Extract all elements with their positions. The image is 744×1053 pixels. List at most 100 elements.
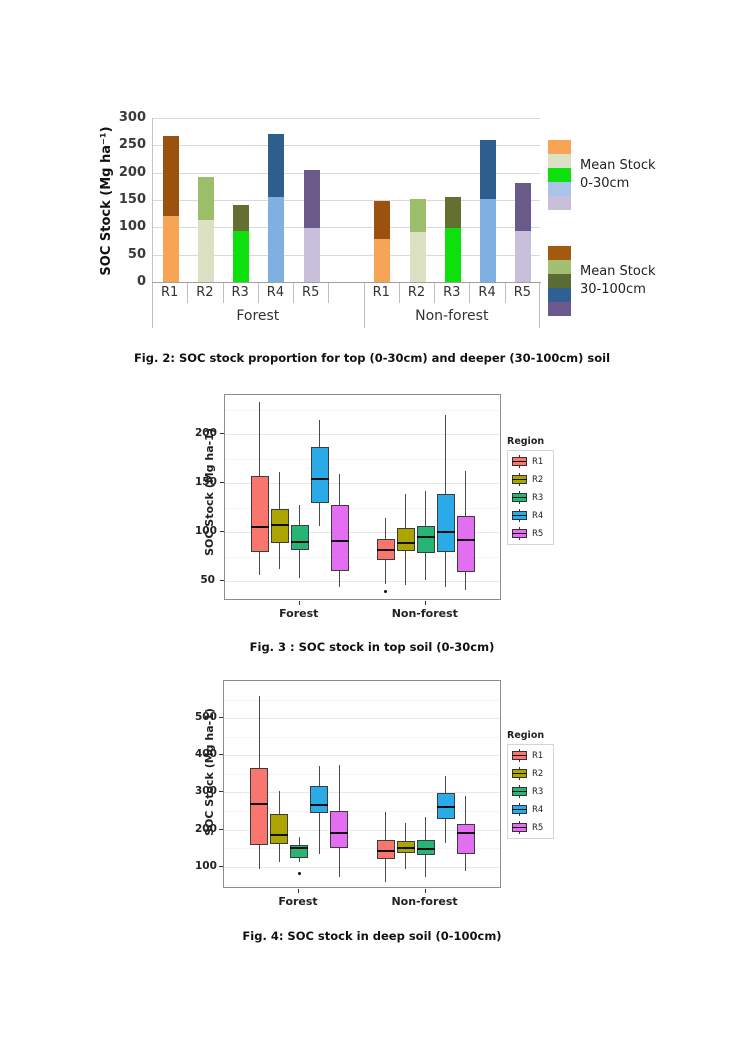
box-R1	[250, 476, 269, 552]
y-tick-mark	[219, 865, 223, 867]
y-tick-label: 500	[195, 711, 217, 724]
box-R4	[310, 446, 329, 503]
legend-entry-label: R5	[532, 822, 544, 833]
legend-label-line2: 30-100cm	[580, 282, 646, 297]
fig2-plot-area	[152, 118, 540, 282]
bar-segment-deepsoil-R4	[268, 133, 285, 198]
median-line	[290, 541, 309, 544]
x-tick-separator	[328, 283, 330, 303]
legend-swatch	[548, 274, 571, 288]
legend-entry-R3: R3	[512, 491, 543, 504]
gridline	[153, 118, 540, 119]
legend-swatch-column	[548, 140, 571, 210]
x-group-separator	[152, 283, 153, 328]
legend-entry-label: R1	[532, 750, 544, 761]
legend-swatch	[548, 302, 571, 316]
legend-boxplot-glyph	[512, 509, 527, 522]
median-line	[456, 539, 475, 542]
legend-swatch	[548, 288, 571, 302]
box-R2	[270, 813, 289, 844]
legend-label-line1: Mean Stock	[580, 264, 656, 280]
legend-glyph-median	[512, 515, 527, 516]
box-R5	[330, 504, 349, 571]
gridline-major	[225, 434, 500, 436]
median-line	[250, 526, 269, 529]
y-tick-label: 200	[118, 164, 146, 180]
legend-glyph-median	[512, 755, 527, 756]
y-tick-mark	[220, 482, 224, 484]
x-region-label: R5	[302, 285, 320, 300]
fig3-legend: Region R1 R2 R3 R4 R5	[507, 436, 555, 545]
legend-boxplot-glyph	[512, 473, 527, 486]
box-R4	[436, 494, 455, 552]
legend-entry-R5: R5	[512, 821, 543, 834]
bar-segment-deepsoil-R2	[197, 177, 214, 220]
median-line	[416, 847, 435, 850]
bar-segment-topsoil-R5	[303, 227, 320, 282]
legend-boxplot-glyph	[512, 455, 527, 468]
median-line	[250, 803, 269, 806]
median-line	[330, 540, 349, 543]
legend-mean-stock-deepsoil: Mean Stock 30-100cm	[548, 246, 656, 316]
y-tick-label: 100	[118, 219, 146, 235]
x-region-label: R1	[160, 285, 179, 300]
x-tick-separator	[257, 283, 259, 303]
gridline-major	[224, 792, 500, 794]
gridline-major	[225, 483, 500, 485]
legend-swatch	[548, 168, 571, 182]
bar-segment-topsoil-R1	[374, 239, 391, 282]
gridline-minor	[224, 736, 500, 738]
legend-entry-R1: R1	[512, 455, 543, 468]
x-tick-separator	[434, 283, 436, 303]
fig4-legend-title: Region	[507, 730, 545, 741]
y-tick-label: 200	[195, 427, 217, 440]
legend-entry-label: R2	[532, 768, 544, 779]
gridline	[153, 254, 540, 256]
y-tick-label: 300	[195, 785, 217, 798]
gridline	[153, 200, 540, 201]
x-group-label: Forest	[279, 607, 319, 620]
legend-entry-label: R3	[532, 492, 544, 503]
median-line	[330, 831, 349, 834]
x-group-separator	[539, 283, 540, 328]
gridline-minor	[224, 848, 500, 850]
bar-segment-deepsoil-R1	[162, 136, 179, 217]
gridline-major	[224, 866, 500, 868]
legend-entry-label: R1	[532, 456, 544, 467]
gridline-major	[224, 829, 500, 831]
legend-swatch	[548, 154, 571, 168]
x-tick-separator	[222, 283, 224, 303]
legend-boxplot-glyph	[512, 821, 527, 834]
x-group-label: Non-forest	[391, 895, 458, 908]
x-group-label-forest: Forest	[236, 308, 280, 324]
box-R1	[376, 839, 395, 860]
median-line	[376, 849, 395, 852]
legend-label: Mean Stock 30-100cm	[580, 263, 656, 298]
legend-entry-R2: R2	[512, 473, 543, 486]
x-tick-separator	[469, 283, 471, 303]
bar-segment-deepsoil-R2	[409, 198, 426, 232]
gridline-minor	[224, 699, 500, 701]
box-R5	[330, 811, 349, 849]
y-tick-label: 100	[195, 859, 217, 872]
fig4-legend: Region R1 R2 R3 R4 R5	[507, 730, 555, 839]
legend-swatch	[548, 246, 571, 260]
median-line	[416, 536, 435, 539]
x-region-label: R2	[196, 285, 214, 300]
y-tick-mark	[220, 580, 224, 582]
legend-glyph-median	[512, 533, 527, 534]
box-R1	[250, 767, 269, 846]
x-tick-separator	[187, 283, 189, 303]
y-tick-label: 50	[127, 246, 146, 262]
legend-entry-label: R4	[532, 510, 544, 521]
legend-entry-R1: R1	[512, 749, 543, 762]
legend-glyph-median	[512, 791, 527, 792]
box-R3	[416, 839, 435, 856]
legend-label-line1: Mean Stock	[580, 158, 656, 174]
x-region-label: R1	[372, 285, 390, 300]
legend-entry-label: R5	[532, 528, 544, 539]
y-tick-mark	[219, 828, 223, 830]
legend-glyph-median	[512, 827, 527, 828]
box-R5	[456, 515, 475, 572]
